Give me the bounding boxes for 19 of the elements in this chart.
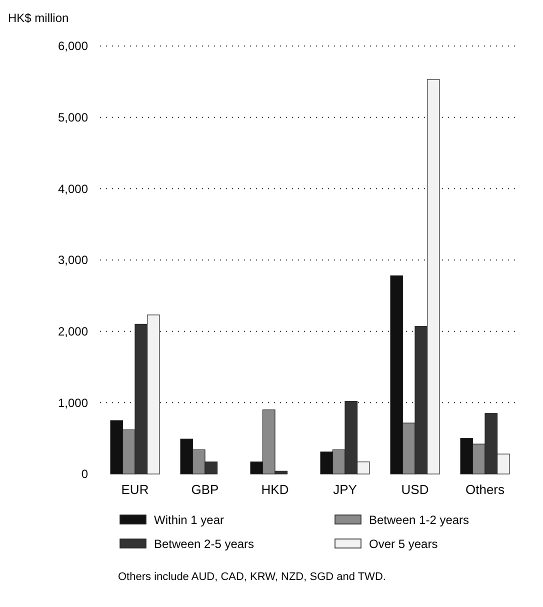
y-tick-label: 2,000 [58, 324, 88, 339]
x-tick-label: GBP [191, 482, 219, 497]
x-tick-label: HKD [261, 482, 289, 497]
y-tick-label: 0 [81, 467, 88, 482]
legend-label: Over 5 years [369, 537, 438, 552]
y-tick-label: 1,000 [58, 396, 88, 410]
x-tick-label: EUR [121, 482, 149, 497]
y-tick-label: 5,000 [58, 110, 88, 125]
x-tick-label: JPY [333, 482, 358, 497]
y-tick-label: 6,000 [58, 39, 88, 54]
x-tick-label: Others [465, 482, 506, 497]
y-tick-label: 3,000 [58, 253, 88, 268]
y-axis-title: HK$ million [8, 11, 69, 25]
y-tick-label: 4,000 [58, 182, 88, 196]
legend-label: Between 1-2 years [369, 513, 470, 528]
text: Others include AUD, CAD, KRW, NZD, SGD and TWD. [118, 571, 386, 583]
legend-label: Between 2-5 years [154, 537, 254, 552]
x-tick-label: USD [401, 482, 429, 497]
legend-label: Within 1 year [154, 513, 224, 528]
